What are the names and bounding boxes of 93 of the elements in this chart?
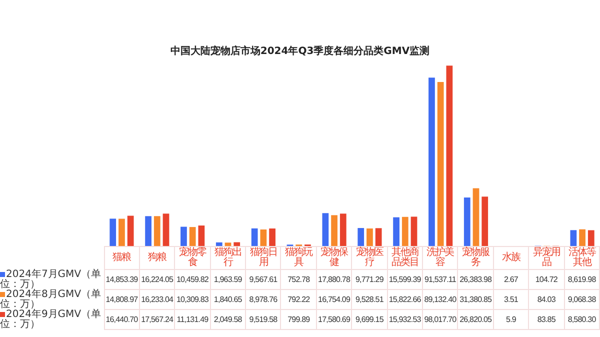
data-label: 2.67 [493, 270, 529, 290]
bar [482, 196, 488, 246]
bar [588, 230, 594, 246]
bar [180, 226, 187, 246]
data-label: 9,567.61 [246, 270, 281, 290]
data-label: 8,580.30 [564, 310, 600, 330]
data-label: 792.22 [280, 290, 316, 310]
x-tick-label: 狗粮 [139, 246, 175, 270]
data-label: 17,880.78 [316, 270, 352, 290]
data-label: 2,049.58 [210, 310, 246, 330]
data-label: 16,754.09 [316, 290, 352, 310]
bar [340, 214, 346, 246]
x-tick-label: 其他商品类目 [387, 246, 423, 270]
data-label: 752.78 [280, 270, 316, 290]
x-tick-label: 猫狗出行 [210, 246, 246, 270]
data-label: 15,822.66 [387, 290, 423, 310]
bar [437, 82, 444, 246]
data-label: 104.72 [528, 270, 564, 290]
x-tick-label: 宠物服务 [458, 246, 494, 270]
data-label: 9,519.58 [246, 310, 281, 330]
data-label: 9,068.38 [564, 290, 600, 310]
data-label: 8,978.76 [246, 290, 281, 310]
bar [428, 78, 435, 246]
data-label: 17,580.69 [316, 310, 352, 330]
data-label: 3.51 [493, 290, 529, 310]
data-label: 14,808.97 [104, 290, 140, 310]
data-label: 16,224.05 [139, 270, 175, 290]
data-label: 89,132.40 [422, 290, 458, 310]
bar [331, 215, 338, 246]
bar [162, 214, 170, 246]
data-label: 8,619.98 [564, 270, 600, 290]
data-label: 16,233.04 [139, 290, 175, 310]
bar [446, 66, 453, 246]
data-label: 1,840.65 [210, 290, 246, 310]
bar [118, 218, 125, 246]
bar [234, 242, 240, 246]
data-label: 9,528.51 [352, 290, 388, 310]
data-label: 84.03 [528, 290, 564, 310]
bar [393, 217, 400, 246]
legend-label: 2024年7月GMV（单位：万） [0, 268, 102, 290]
data-label: 799.89 [280, 310, 316, 330]
x-tick-label: 水族 [493, 246, 529, 270]
bar [260, 229, 267, 246]
bar [110, 218, 116, 246]
data-label: 15,599.39 [387, 270, 423, 290]
data-label: 83.85 [528, 310, 564, 330]
bar [410, 216, 418, 246]
x-tick-label: 异宠用品 [528, 246, 564, 270]
chart-title: 中国大陆宠物店市场2024年Q3季度各细分品类GMV监测 [169, 44, 431, 58]
data-label: 10,309.83 [174, 290, 210, 310]
bar [464, 197, 470, 246]
x-tick-label: 宠物保健 [316, 246, 352, 270]
bar [358, 228, 364, 246]
data-label: 16,440.70 [104, 310, 140, 330]
x-tick-label: 猫粮 [104, 246, 140, 270]
data-label: 17,567.24 [139, 310, 175, 330]
data-label: 91,537.11 [422, 270, 458, 290]
data-label: 11,131.49 [174, 310, 210, 330]
bar [269, 228, 276, 246]
bar [216, 242, 222, 246]
bar [154, 216, 160, 246]
bar [189, 227, 196, 246]
legend-label: 2024年8月GMV（单位：万） [0, 288, 102, 310]
data-label: 10,459.82 [174, 270, 210, 290]
bar [472, 188, 480, 246]
bar [375, 228, 382, 246]
bar [145, 216, 152, 246]
x-tick-label: 洗护美容 [422, 246, 458, 270]
legend-label: 2024年9月GMV（单位：万） [0, 308, 102, 330]
data-label: 14,853.39 [104, 270, 140, 290]
bar [251, 228, 258, 246]
bar [579, 229, 586, 246]
bar [127, 216, 134, 246]
data-label: 9,699.15 [352, 310, 388, 330]
bar [198, 226, 205, 246]
data-label: 31,380.85 [458, 290, 494, 310]
data-label: 9,771.29 [352, 270, 388, 290]
data-label: 1,963.59 [210, 270, 246, 290]
data-label: 5.9 [493, 310, 529, 330]
x-tick-label: 活体等其他 [564, 246, 600, 270]
bar [322, 213, 329, 246]
bar [224, 242, 232, 246]
x-tick-label: 猫狗玩具 [280, 246, 316, 270]
bar [570, 230, 577, 246]
bar [366, 228, 373, 246]
x-tick-label: 猫狗日用 [246, 246, 281, 270]
data-label: 98,017.70 [422, 310, 458, 330]
data-label: 15,932.53 [387, 310, 423, 330]
data-label: 26,820.05 [458, 310, 494, 330]
data-label: 26,383.98 [458, 270, 494, 290]
x-tick-label: 宠物零食 [174, 246, 210, 270]
bar [402, 216, 408, 246]
x-tick-label: 宠物医疗 [352, 246, 388, 270]
